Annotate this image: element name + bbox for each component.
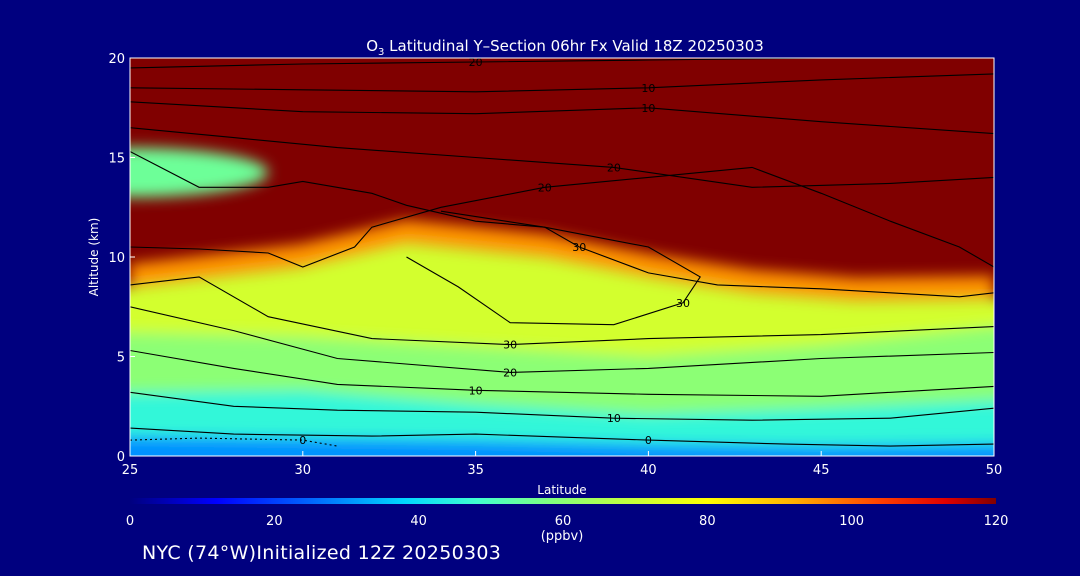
contour-label: 10 [469, 384, 483, 397]
y-tick-label: 20 [108, 52, 125, 67]
contour-label: 30 [676, 297, 690, 310]
contour-line [130, 276, 994, 346]
contour-label: 30 [503, 339, 517, 352]
contour-label: 30 [572, 241, 586, 254]
colorbar-tick-label: 40 [410, 514, 427, 529]
contour-label: 0 [645, 434, 652, 447]
x-tick-label: 30 [295, 463, 312, 478]
colorbar-tick-label: 0 [126, 514, 134, 529]
contour-line [130, 349, 994, 397]
contour-line [130, 151, 994, 298]
colorbar-tick-label: 60 [555, 514, 572, 529]
x-tick-label: 45 [813, 463, 830, 478]
contour-line [130, 427, 994, 447]
tropopause-gradient [130, 220, 994, 300]
colorbar [130, 498, 996, 504]
contour-label: 10 [641, 102, 655, 115]
y-axis: 0 5 10 15 20 [108, 52, 135, 465]
contour-label: 20 [538, 181, 552, 194]
colorbar-tick-label: 120 [984, 514, 1009, 529]
contour-line [130, 391, 994, 421]
contour-line [130, 437, 338, 447]
initialization-footer: NYC (74°W)Initialized 12Z 20250303 [142, 542, 502, 564]
contour-label: 20 [469, 56, 483, 69]
x-axis: 25 30 35 40 45 50 [122, 451, 1003, 478]
y-axis-label: Altitude (km) [87, 218, 101, 297]
x-tick-label: 50 [986, 463, 1003, 478]
contour-line [130, 58, 822, 69]
colorbar-tick-label: 100 [839, 514, 864, 529]
y-tick-label: 10 [108, 251, 125, 266]
colorbar-tick-label: 80 [699, 514, 716, 529]
colorbar-tick-label: 20 [266, 514, 283, 529]
contour-label: 20 [503, 366, 517, 379]
low-ozone-pocket [130, 147, 269, 198]
contour-line [130, 101, 994, 135]
contour-line [406, 210, 701, 326]
x-axis-label: Latitude [537, 483, 586, 497]
contour-label: 10 [641, 82, 655, 95]
contour-line [130, 306, 994, 373]
x-tick-label: 40 [640, 463, 657, 478]
colorbar-units: (ppbv) [541, 529, 584, 544]
y-tick-label: 15 [108, 152, 125, 167]
contour-label: 10 [607, 412, 621, 425]
contour-label: 20 [607, 161, 621, 174]
contour-label: 0 [299, 434, 306, 447]
colorbar-ticks: 0 20 40 60 80 100 120 [126, 514, 1009, 529]
contour-line [130, 166, 994, 268]
fill-region [130, 436, 994, 456]
contour-line [130, 127, 994, 188]
contour-lines: 0 0 10 10 20 30 30 20 30 20 10 10 20 [130, 56, 994, 447]
y-tick-label: 0 [117, 450, 125, 465]
contour-line [130, 73, 994, 93]
colorbar-gradient [130, 498, 996, 504]
chart-title: O3 Latitudinal Y–Section 06hr Fx Valid 1… [366, 37, 764, 58]
plot-area: 0 0 10 10 20 30 30 20 30 20 10 10 20 [129, 56, 995, 457]
x-tick-label: 35 [467, 463, 484, 478]
y-tick-label: 5 [117, 351, 125, 366]
x-tick-label: 25 [122, 463, 139, 478]
